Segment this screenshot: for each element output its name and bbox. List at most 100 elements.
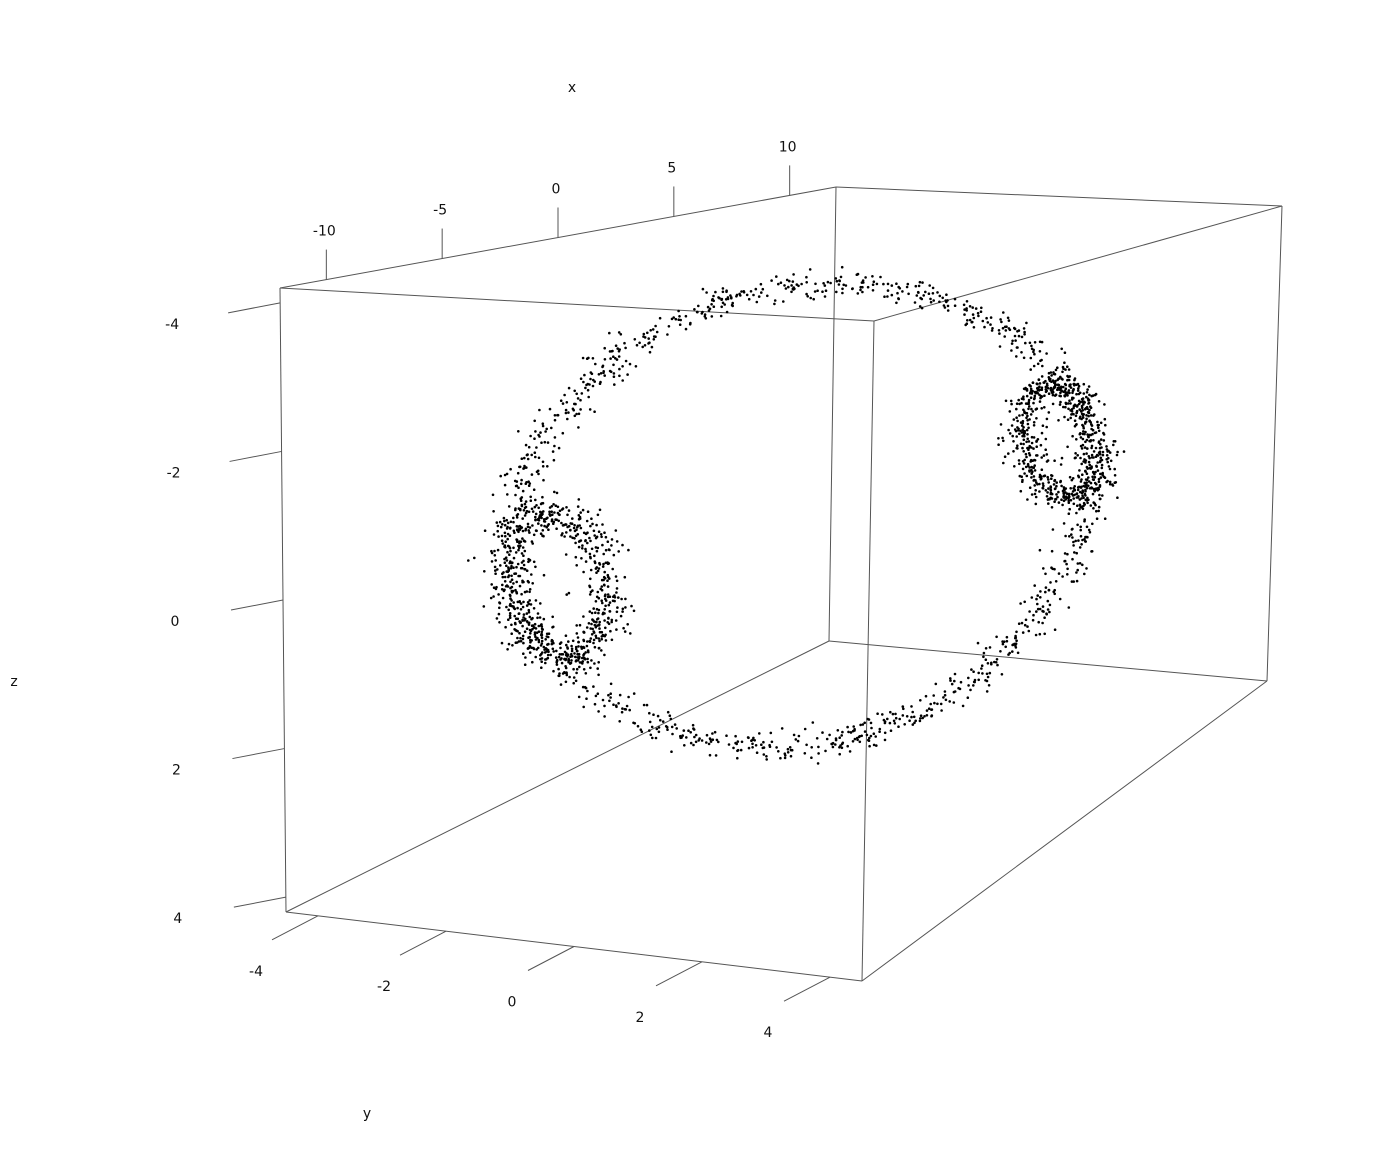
data-point xyxy=(515,528,519,531)
data-point xyxy=(1096,420,1099,424)
data-point xyxy=(687,729,690,732)
data-point xyxy=(911,723,915,726)
data-point xyxy=(588,408,592,411)
data-point xyxy=(917,284,921,288)
data-point xyxy=(990,662,993,666)
data-point xyxy=(787,285,790,289)
data-point xyxy=(1007,653,1010,656)
data-point xyxy=(1083,518,1086,521)
data-point xyxy=(999,650,1002,653)
data-point xyxy=(1112,440,1116,443)
data-point xyxy=(554,504,558,508)
data-point xyxy=(914,719,917,723)
data-point xyxy=(871,283,875,287)
data-point xyxy=(519,499,523,503)
data-point xyxy=(584,550,588,553)
data-point xyxy=(594,600,598,603)
data-point xyxy=(1083,458,1086,461)
data-point xyxy=(875,744,878,747)
data-point xyxy=(521,634,525,638)
data-point xyxy=(1082,382,1086,386)
data-point xyxy=(501,596,505,600)
data-point xyxy=(848,750,852,753)
data-point xyxy=(1020,351,1023,354)
data-point xyxy=(1069,402,1072,405)
data-point xyxy=(538,435,541,438)
data-point xyxy=(520,526,524,529)
data-point xyxy=(1017,398,1020,402)
data-point xyxy=(965,322,969,326)
data-point xyxy=(731,301,734,305)
data-point xyxy=(1051,528,1055,531)
data-point xyxy=(809,296,812,300)
data-point xyxy=(1026,498,1029,501)
data-point xyxy=(1081,473,1084,477)
data-point xyxy=(570,644,573,648)
data-point xyxy=(1100,446,1103,449)
data-point xyxy=(513,479,517,483)
data-point xyxy=(868,744,871,748)
data-point xyxy=(769,731,773,735)
data-point xyxy=(494,569,497,572)
data-point xyxy=(837,283,841,286)
data-point xyxy=(584,651,587,654)
data-point xyxy=(1025,428,1029,432)
data-point xyxy=(1040,340,1044,344)
data-point xyxy=(719,314,723,318)
data-point xyxy=(1071,477,1075,480)
data-point xyxy=(1014,339,1017,342)
data-point xyxy=(838,279,841,282)
data-point xyxy=(574,555,578,559)
data-point xyxy=(534,529,538,532)
data-point xyxy=(499,525,503,529)
data-point xyxy=(1030,596,1034,599)
data-point xyxy=(1073,404,1076,407)
data-point xyxy=(594,611,597,614)
data-point xyxy=(548,510,551,514)
data-point xyxy=(540,652,543,656)
data-point xyxy=(546,653,550,657)
data-point xyxy=(1015,630,1018,634)
data-point xyxy=(525,466,528,469)
data-point xyxy=(1021,413,1024,417)
data-point xyxy=(510,623,513,627)
data-point xyxy=(555,649,558,653)
data-point xyxy=(789,754,793,758)
data-point xyxy=(579,377,583,381)
data-point xyxy=(609,357,612,360)
data-point xyxy=(642,703,646,707)
data-point xyxy=(982,651,986,655)
data-point xyxy=(698,737,701,740)
data-point xyxy=(986,662,990,665)
data-point xyxy=(869,721,873,725)
data-point xyxy=(773,299,777,302)
data-point xyxy=(516,513,520,516)
data-point xyxy=(1028,466,1031,469)
data-point xyxy=(1101,494,1104,497)
data-point xyxy=(585,626,589,629)
data-point xyxy=(1022,408,1025,412)
data-point xyxy=(540,511,544,514)
data-point xyxy=(1087,435,1090,438)
data-point xyxy=(624,359,628,363)
data-point xyxy=(1013,334,1017,338)
data-point xyxy=(1066,394,1069,397)
data-point xyxy=(540,627,544,631)
data-point xyxy=(617,355,621,358)
data-point xyxy=(780,727,784,730)
data-point xyxy=(516,525,520,528)
data-point xyxy=(1033,458,1036,462)
data-point xyxy=(576,397,580,400)
data-point xyxy=(522,559,525,563)
data-point xyxy=(540,633,544,637)
data-point xyxy=(1007,428,1010,432)
data-point xyxy=(495,617,499,620)
data-point xyxy=(1007,327,1011,330)
data-point xyxy=(944,299,947,302)
data-point xyxy=(553,490,556,494)
data-point xyxy=(679,318,682,322)
data-point xyxy=(1055,481,1058,484)
data-point xyxy=(1020,475,1023,479)
data-point xyxy=(1085,472,1089,476)
data-point xyxy=(492,595,495,598)
